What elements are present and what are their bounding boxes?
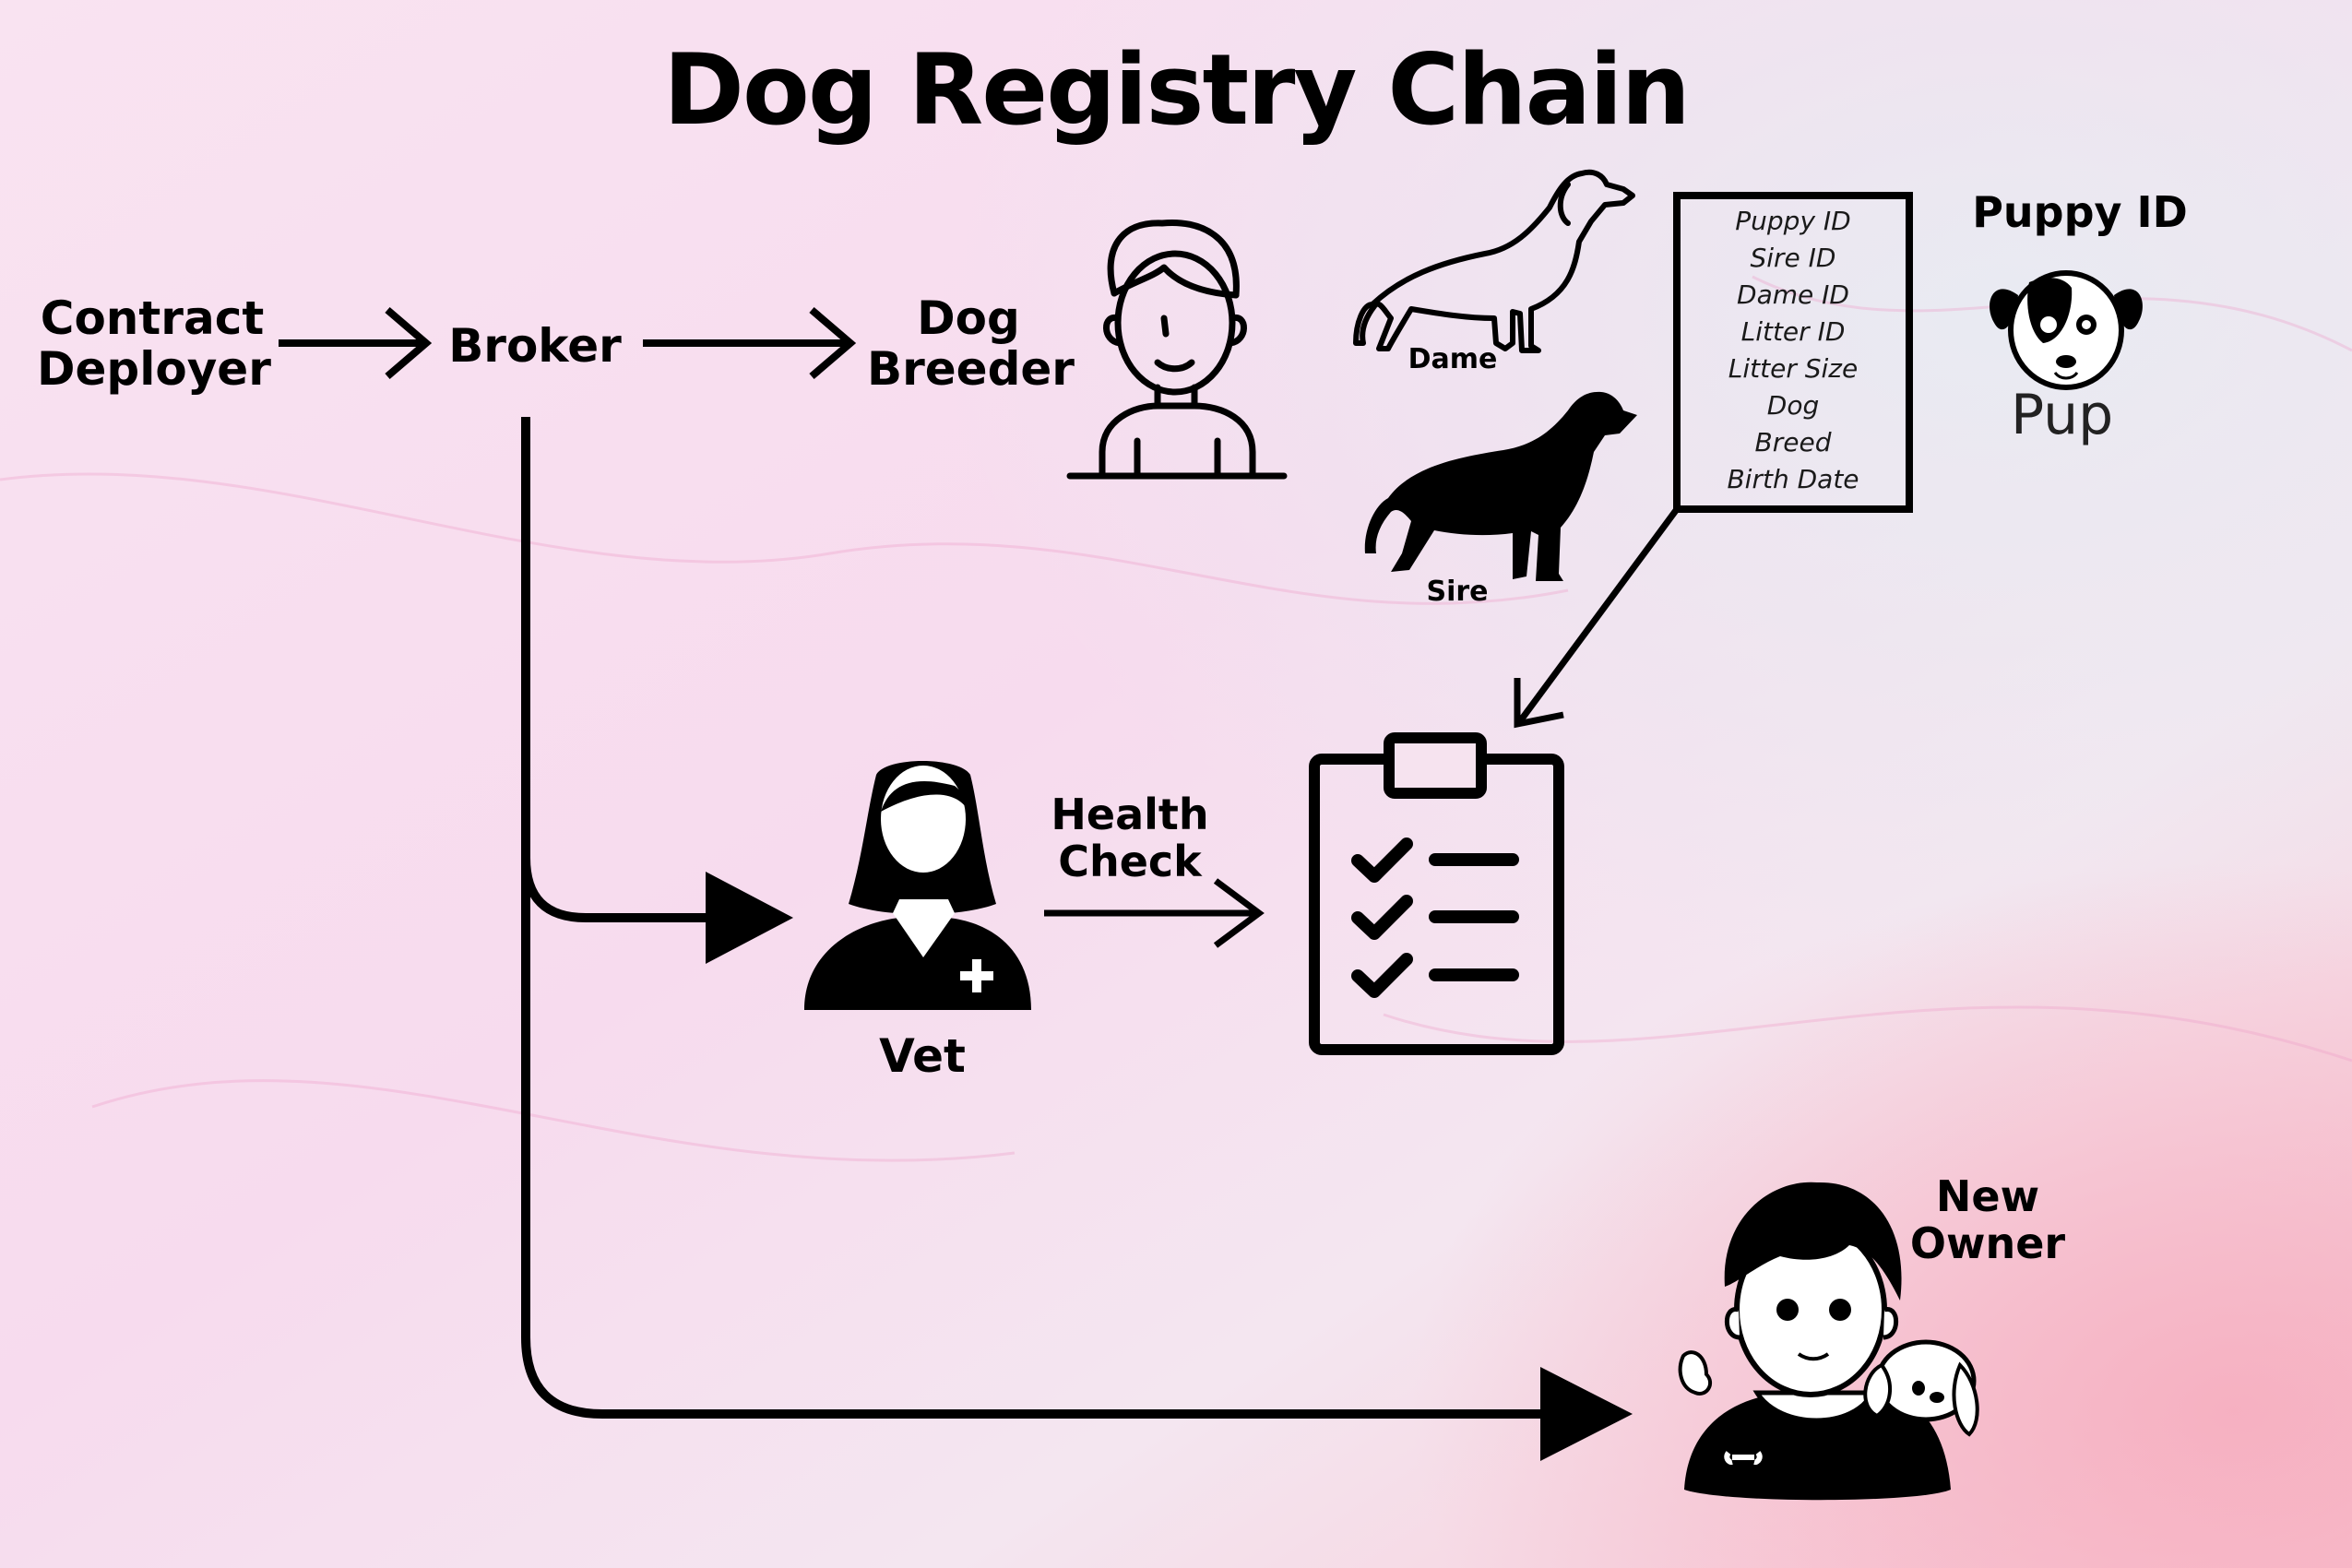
record-field: Litter ID — [1740, 316, 1846, 347]
label-health-check-line2: Check — [1058, 836, 1202, 886]
node-broker: Broker — [448, 319, 622, 373]
dog-silhouette-icon — [1364, 391, 1637, 581]
vet-icon — [804, 761, 1031, 1010]
person-icon — [1066, 219, 1288, 480]
label-pup: Pup — [2011, 383, 2114, 447]
node-vet: Vet — [879, 1029, 966, 1083]
node-new-owner-line1: New — [1935, 1171, 2040, 1221]
node-new-owner-line2: Owner — [1909, 1218, 2066, 1268]
arrowhead-to-vet — [706, 872, 793, 964]
label-health-check-line1: Health — [1051, 790, 1209, 839]
clipboard-checklist-icon — [1309, 732, 1564, 1055]
arrowhead-to-owner — [1540, 1367, 1633, 1461]
label-puppy-id: Puppy ID — [1972, 187, 2188, 237]
label-sire: Sire — [1426, 576, 1489, 608]
record-field: Birth Date — [1727, 464, 1859, 494]
dog-outline-icon — [1353, 169, 1635, 353]
owner-with-puppy-icon — [1678, 1182, 1979, 1501]
arrow-vet-to-checklist — [1044, 878, 1265, 948]
label-dame: Dame — [1408, 343, 1498, 375]
record-field: Dame ID — [1737, 279, 1849, 310]
record-field: Puppy ID — [1735, 206, 1851, 236]
arrow-record-to-checklist — [1514, 506, 1680, 729]
diagram-title: Dog Registry Chain — [663, 33, 1691, 147]
node-contract-deployer-line2: Deployer — [37, 342, 271, 396]
record-field: Litter Size — [1728, 353, 1859, 384]
node-new-owner: New Owner — [1900, 1173, 2075, 1266]
node-dog-breeder-line2: Breeder — [867, 342, 1075, 396]
node-contract-deployer-line1: Contract — [40, 291, 265, 345]
record-field-list: Puppy ID Sire ID Dame ID Litter ID Litte… — [1684, 203, 1902, 498]
record-field: Dog — [1766, 390, 1820, 421]
document-icon — [1673, 192, 1913, 513]
label-health-check: Health Check — [1038, 791, 1222, 885]
arrow-broker-to-breeder — [643, 306, 857, 380]
node-dog-breeder-line1: Dog — [917, 291, 1020, 345]
record-field: Sire ID — [1750, 243, 1836, 273]
puppy-face-icon — [1990, 270, 2143, 390]
arrow-deployer-to-broker — [279, 306, 433, 380]
node-dog-breeder: Dog Breeder — [867, 291, 1075, 396]
node-contract-deployer: Contract Deployer — [37, 291, 271, 396]
connector-broker-vertical — [521, 417, 1559, 1419]
record-field: Breed — [1754, 427, 1832, 457]
